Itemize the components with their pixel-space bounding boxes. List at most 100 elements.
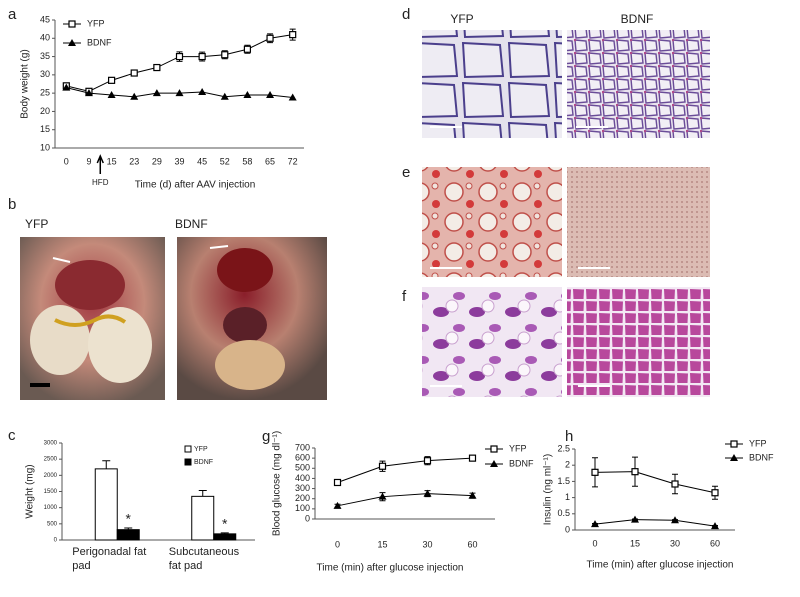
photo-label: BDNF bbox=[175, 217, 208, 231]
x-tick-label: 9 bbox=[86, 156, 91, 166]
x-axis-label: Time (min) after glucose injection bbox=[317, 563, 464, 574]
x-tick-label-box: Subcutaneous fat pad bbox=[168, 546, 240, 572]
legend-label: BDNF bbox=[87, 37, 112, 47]
y-tick-label: 10 bbox=[40, 142, 50, 152]
x-tick-label: 0 bbox=[64, 156, 69, 166]
y-axis-label: Weight (mg) bbox=[25, 464, 36, 518]
marker bbox=[221, 51, 229, 59]
marker bbox=[468, 491, 477, 499]
y-tick-label: 3000 bbox=[44, 441, 58, 447]
panel-letter: d bbox=[402, 6, 410, 23]
panel-letter: h bbox=[565, 428, 573, 445]
photo-label: YFP bbox=[450, 12, 473, 26]
y-tick-label: 1.5 bbox=[557, 476, 570, 486]
legend-swatch bbox=[184, 458, 192, 466]
photo-bdnf-dissection bbox=[177, 237, 327, 400]
micrograph bbox=[422, 287, 710, 397]
y-tick-label: 2 bbox=[565, 460, 570, 470]
marker bbox=[243, 90, 252, 98]
marker bbox=[711, 489, 719, 497]
bar bbox=[94, 468, 118, 541]
legend-label: YFP bbox=[194, 446, 208, 453]
marker bbox=[198, 88, 207, 96]
marker bbox=[468, 454, 477, 462]
marker bbox=[730, 454, 738, 461]
y-tick-label: 2.5 bbox=[557, 443, 570, 453]
y-tick-label: 700 bbox=[295, 442, 310, 452]
panel-letter: e bbox=[402, 164, 410, 181]
marker bbox=[378, 462, 387, 470]
error-bar bbox=[102, 460, 111, 469]
x-axis-label: Time (min) after glucose injection bbox=[587, 560, 734, 571]
marker bbox=[68, 39, 76, 46]
panel-letter: a bbox=[8, 6, 17, 23]
photo-yfp-dissection bbox=[20, 237, 165, 400]
marker bbox=[62, 83, 71, 91]
y-tick-label: 500 bbox=[295, 463, 310, 473]
y-tick-label: 20 bbox=[40, 106, 50, 116]
x-tick-label: Perigonadal fat pad bbox=[72, 546, 147, 572]
y-axis-label: Blood glucose (mg dl⁻¹) bbox=[272, 431, 283, 536]
marker bbox=[631, 468, 639, 476]
panel-letter: f bbox=[402, 288, 407, 305]
marker bbox=[266, 90, 275, 98]
marker bbox=[378, 492, 387, 500]
y-axis-label: Body weight (g) bbox=[20, 49, 31, 118]
marker bbox=[289, 31, 297, 39]
marker bbox=[490, 460, 498, 467]
marker bbox=[130, 92, 139, 100]
y-tick-label: 15 bbox=[40, 124, 50, 134]
marker bbox=[423, 489, 432, 497]
y-tick-label: 2500 bbox=[44, 457, 58, 463]
x-tick-label: 58 bbox=[242, 156, 252, 166]
marker bbox=[130, 69, 138, 77]
marker bbox=[288, 93, 297, 101]
y-tick-label: 40 bbox=[40, 33, 50, 43]
micrograph bbox=[422, 30, 710, 138]
x-tick-label: 0 bbox=[592, 538, 597, 548]
marker bbox=[175, 52, 184, 61]
x-tick-label: 30 bbox=[670, 538, 680, 548]
x-tick-label: 0 bbox=[335, 539, 340, 549]
significance-mark: * bbox=[222, 516, 228, 532]
x-tick-label-box: Perigonadal fat pad bbox=[72, 546, 147, 572]
y-tick-label: 1000 bbox=[44, 505, 58, 511]
y-tick-label: 0 bbox=[565, 524, 570, 534]
x-tick-label: 52 bbox=[220, 156, 230, 166]
x-tick-label: 15 bbox=[377, 539, 387, 549]
bar bbox=[191, 495, 215, 541]
x-tick-label: Subcutaneous fat pad bbox=[168, 546, 240, 572]
marker bbox=[220, 92, 229, 100]
line bbox=[594, 519, 716, 527]
marker bbox=[333, 501, 342, 509]
error-bar bbox=[220, 532, 229, 534]
marker bbox=[107, 76, 116, 84]
marker bbox=[631, 515, 639, 523]
marker bbox=[591, 520, 599, 528]
marker bbox=[266, 34, 274, 42]
photo-label: BDNF bbox=[621, 12, 654, 26]
photo-label: YFP bbox=[25, 217, 48, 231]
x-tick-label: 72 bbox=[288, 156, 298, 166]
x-tick-label: 23 bbox=[129, 156, 139, 166]
y-tick-label: 25 bbox=[40, 88, 50, 98]
y-tick-label: 2000 bbox=[44, 473, 58, 479]
panel-letter: c bbox=[8, 427, 16, 444]
error-bar bbox=[198, 490, 207, 497]
x-tick-label: 15 bbox=[630, 538, 640, 548]
panel-letter: b bbox=[8, 196, 16, 213]
x-tick-label: 60 bbox=[710, 538, 720, 548]
x-tick-label: 60 bbox=[467, 539, 477, 549]
marker bbox=[333, 478, 342, 487]
legend-label: YFP bbox=[87, 18, 105, 28]
line bbox=[337, 457, 473, 483]
x-tick-label: 15 bbox=[107, 156, 117, 166]
marker bbox=[591, 468, 599, 476]
y-axis-label: Insulin (ng ml⁻¹) bbox=[543, 454, 554, 525]
significance-mark: * bbox=[126, 511, 132, 527]
error-bar bbox=[124, 527, 133, 530]
x-tick-label: 45 bbox=[197, 156, 207, 166]
y-tick-label: 300 bbox=[295, 483, 310, 493]
y-tick-label: 30 bbox=[40, 69, 50, 79]
y-tick-label: 0.5 bbox=[557, 508, 570, 518]
